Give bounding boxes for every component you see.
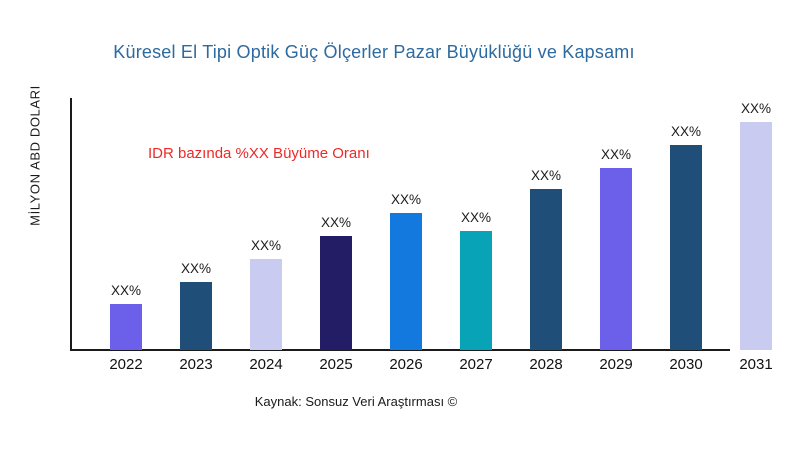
bar-value-label-2023: XX% — [180, 261, 211, 276]
bar-value-label-2027: XX% — [460, 210, 491, 225]
bar-value-label-2024: XX% — [250, 238, 281, 253]
x-tick-label-2026: 2026 — [389, 356, 423, 373]
x-tick-label-2028: 2028 — [529, 356, 563, 373]
x-tick-label-2029: 2029 — [599, 356, 633, 373]
bar-2028 — [530, 189, 562, 350]
bar-value-label-2028: XX% — [530, 168, 561, 183]
bar-2027 — [460, 231, 492, 350]
bar-2024 — [250, 259, 282, 350]
x-tick-label-2031: 2031 — [739, 356, 773, 373]
y-axis-label: MİLYON ABD DOLARI — [27, 85, 43, 226]
bar-value-label-2031: XX% — [740, 101, 771, 116]
bar-value-label-2030: XX% — [670, 124, 701, 139]
bar-value-label-2025: XX% — [320, 215, 351, 230]
bar-2031 — [740, 122, 772, 350]
x-tick-label-2025: 2025 — [319, 356, 353, 373]
bar-2023 — [180, 282, 212, 350]
chart-title: Küresel El Tipi Optik Güç Ölçerler Pazar… — [113, 42, 635, 62]
x-tick-label-2024: 2024 — [249, 356, 283, 373]
growth-rate-annotation: IDR bazında %XX Büyüme Oranı — [148, 145, 370, 162]
bar-value-label-2029: XX% — [600, 147, 631, 162]
bar-value-label-2022: XX% — [110, 283, 141, 298]
bar-2026 — [390, 213, 422, 350]
y-axis-line — [70, 98, 72, 351]
x-tick-label-2023: 2023 — [179, 356, 213, 373]
x-tick-label-2030: 2030 — [669, 356, 703, 373]
bar-2029 — [600, 168, 632, 350]
x-axis-line — [70, 349, 730, 351]
x-tick-label-2022: 2022 — [109, 356, 143, 373]
source-attribution: Kaynak: Sonsuz Veri Araştırması © — [254, 394, 458, 409]
x-tick-label-2027: 2027 — [459, 356, 493, 373]
bar-2030 — [670, 145, 702, 350]
bar-value-label-2026: XX% — [390, 192, 421, 207]
bar-2022 — [110, 304, 142, 350]
bar-2025 — [320, 236, 352, 350]
